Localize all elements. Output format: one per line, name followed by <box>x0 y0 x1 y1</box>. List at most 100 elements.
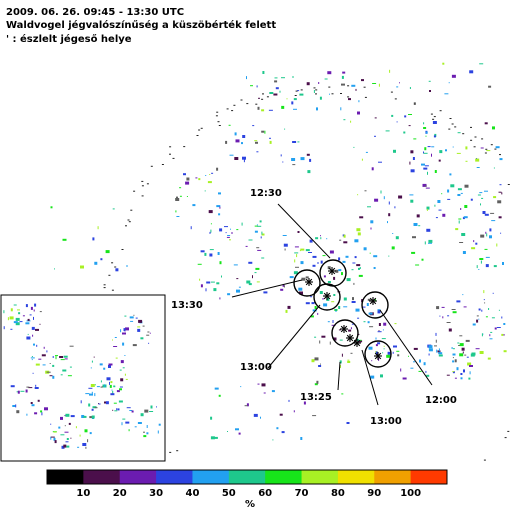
radar-echo-pixel <box>126 265 128 267</box>
inset-echo-pixel <box>108 365 111 368</box>
inset-echo-pixel <box>88 403 91 407</box>
radar-echo-pixel <box>383 196 385 200</box>
radar-echo-pixel <box>332 320 334 323</box>
inset-echo-pixel <box>100 380 102 383</box>
radar-range-edge <box>169 153 171 155</box>
radar-range-edge <box>470 126 472 128</box>
radar-echo-pixel <box>338 329 341 331</box>
radar-echo-pixel <box>431 146 435 148</box>
radar-echo-pixel <box>112 208 115 210</box>
radar-echo-pixel <box>477 194 481 196</box>
radar-echo-pixel <box>291 101 294 105</box>
radar-echo-pixel <box>382 329 384 331</box>
radar-echo-pixel <box>219 206 221 209</box>
radar-echo-pixel <box>341 83 345 86</box>
radar-echo-pixel <box>359 216 364 219</box>
inset-echo-pixel <box>41 354 46 357</box>
radar-echo-pixel <box>424 147 427 151</box>
radar-range-edge <box>504 437 507 439</box>
inset-echo-pixel <box>98 403 101 405</box>
radar-echo-pixel <box>486 233 488 237</box>
radar-echo-pixel <box>459 343 464 347</box>
inset-echo-pixel <box>112 409 114 411</box>
radar-echo-pixel <box>288 399 290 402</box>
color-scale-cell <box>119 470 157 484</box>
radar-echo-pixel <box>489 228 492 232</box>
radar-echo-pixel <box>374 135 376 137</box>
radar-echo-layer <box>50 62 510 461</box>
radar-echo-pixel <box>431 153 432 157</box>
radar-echo-pixel <box>343 234 346 238</box>
radar-echo-pixel <box>348 98 351 101</box>
radar-echo-pixel <box>317 262 319 264</box>
radar-echo-pixel <box>370 227 372 230</box>
radar-range-edge <box>216 111 219 113</box>
inset-echo-pixel <box>132 344 137 347</box>
radar-echo-pixel <box>438 209 442 211</box>
radar-echo-pixel <box>434 170 437 173</box>
radar-echo-pixel <box>423 362 426 366</box>
radar-range-edge <box>255 103 258 105</box>
radar-echo-pixel <box>442 316 444 319</box>
radar-echo-pixel <box>484 213 489 216</box>
radar-echo-pixel <box>358 267 360 270</box>
radar-echo-pixel <box>259 220 262 223</box>
radar-echo-pixel <box>461 347 465 351</box>
inset-echo-pixel <box>22 315 25 317</box>
radar-echo-pixel <box>387 221 388 224</box>
radar-echo-pixel <box>377 342 381 345</box>
radar-echo-pixel <box>429 90 431 92</box>
radar-echo-pixel <box>352 262 356 264</box>
radar-echo-pixel <box>353 282 355 285</box>
radar-echo-pixel <box>396 350 400 352</box>
radar-range-edge <box>294 95 297 96</box>
inset-echo-pixel <box>31 359 33 361</box>
radar-echo-pixel <box>435 339 437 343</box>
radar-echo-pixel <box>466 356 469 358</box>
radar-echo-pixel <box>333 337 337 341</box>
radar-echo-pixel <box>227 293 231 296</box>
radar-echo-pixel <box>260 416 261 419</box>
radar-echo-pixel <box>501 333 504 336</box>
radar-echo-pixel <box>236 278 239 280</box>
radar-echo-pixel <box>312 255 317 258</box>
inset-echo-pixel <box>38 358 42 360</box>
inset-echo-pixel <box>20 390 25 392</box>
inset-echo-pixel <box>85 393 90 395</box>
radar-echo-pixel <box>206 281 211 284</box>
radar-echo-pixel <box>260 236 262 239</box>
inset-echo-pixel <box>99 363 103 366</box>
radar-echo-pixel <box>428 80 431 82</box>
radar-echo-pixel <box>314 336 317 338</box>
radar-echo-pixel <box>300 261 304 265</box>
radar-echo-pixel <box>269 140 272 144</box>
radar-echo-pixel <box>195 177 198 179</box>
radar-echo-pixel <box>492 292 494 294</box>
leader-line <box>379 309 433 386</box>
inset-echo-pixel <box>89 393 93 396</box>
radar-echo-pixel <box>501 192 503 195</box>
color-scale-cell <box>83 470 121 484</box>
radar-echo-pixel <box>186 177 190 181</box>
radar-range-edge <box>161 164 164 165</box>
radar-echo-pixel <box>486 150 491 152</box>
inset-echo-pixel <box>40 410 43 413</box>
radar-echo-pixel <box>438 348 440 352</box>
inset-echo-pixel <box>96 386 100 388</box>
radar-echo-pixel <box>257 225 262 227</box>
radar-range-edge <box>226 108 229 110</box>
radar-echo-pixel <box>493 196 497 199</box>
radar-echo-pixel <box>457 194 461 196</box>
radar-echo-pixel <box>398 195 403 199</box>
inset-echo-pixel <box>60 416 63 420</box>
hail-report-star <box>353 339 361 347</box>
radar-range-edge <box>484 152 487 154</box>
radar-echo-pixel <box>311 359 315 363</box>
radar-echo-pixel <box>373 255 378 258</box>
radar-echo-pixel <box>485 231 487 234</box>
radar-echo-pixel <box>292 141 297 143</box>
radar-echo-pixel <box>459 335 463 337</box>
radar-range-edge <box>430 113 433 115</box>
inset-echo-pixel <box>123 328 126 332</box>
inset-echo-pixel <box>53 437 56 441</box>
